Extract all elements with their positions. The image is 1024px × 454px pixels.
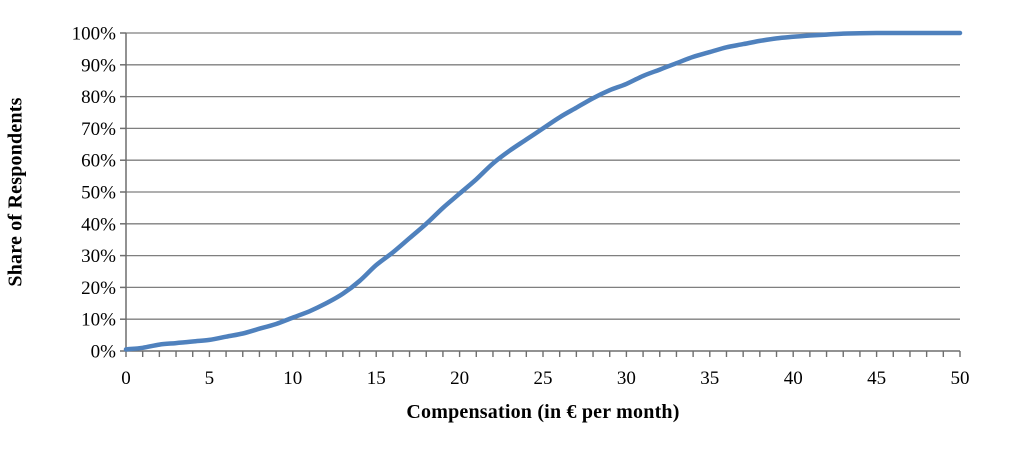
x-tick-label-10: 10 [283,368,302,389]
y-tick-label-60pct: 60% [81,151,116,172]
y-tick-label-40pct: 40% [81,214,116,235]
x-tick-label-0: 0 [121,368,131,389]
y-axis-title: Share of Respondents [4,97,27,287]
x-tick-label-20: 20 [450,368,469,389]
y-tick-label-50pct: 50% [81,183,116,204]
cdf-curve [123,30,963,352]
y-tick-label-30pct: 30% [81,246,116,267]
x-tick-label-45: 45 [867,368,886,389]
x-tick-label-5: 5 [205,368,215,389]
x-tick-label-30: 30 [617,368,636,389]
x-tick-label-15: 15 [367,368,386,389]
y-tick-label-0pct: 0% [91,342,117,363]
y-tick-label-10pct: 10% [81,310,116,331]
y-tick-label-100pct: 100% [72,24,117,45]
x-tick-label-35: 35 [700,368,719,389]
y-tick-label-80pct: 80% [81,87,116,108]
x-tick-label-50: 50 [951,368,970,389]
x-tick-label-25: 25 [534,368,553,389]
x-tick-label-40: 40 [784,368,803,389]
y-tick-label-70pct: 70% [81,119,116,140]
x-axis-title: Compensation (in € per month) [406,401,680,423]
y-tick-label-20pct: 20% [81,278,116,299]
y-tick-label-90pct: 90% [81,55,116,76]
